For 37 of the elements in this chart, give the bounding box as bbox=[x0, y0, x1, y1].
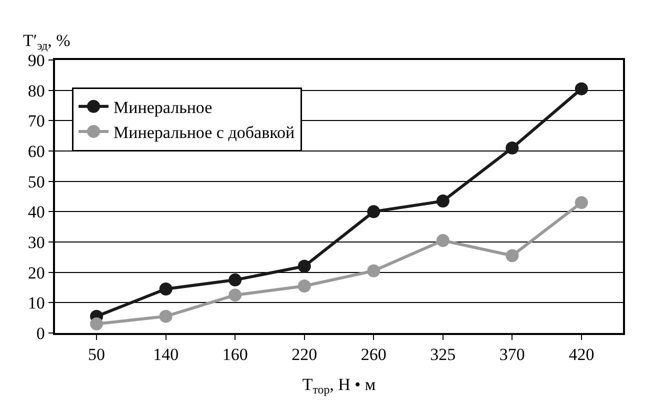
x-tick-label: 220 bbox=[292, 345, 318, 364]
x-tick-label: 260 bbox=[360, 345, 386, 364]
x-tick-label: 325 bbox=[430, 345, 456, 364]
y-tick-label: 80 bbox=[28, 81, 45, 100]
y-tick-label: 90 bbox=[28, 50, 45, 70]
point bbox=[506, 141, 519, 154]
x-tick-label: 420 bbox=[568, 345, 594, 364]
y-tick-label: 60 bbox=[28, 142, 45, 161]
x-tick-label: 370 bbox=[499, 345, 525, 364]
y-tick-label: 0 bbox=[36, 324, 45, 343]
x-axis-title: T$_{тор}$, Н • м bbox=[302, 375, 376, 397]
y-tick-label: 40 bbox=[28, 202, 45, 222]
y-tick-label: 10 bbox=[28, 294, 45, 313]
y-axis-title: T′$_{эд}$, % bbox=[23, 31, 70, 53]
x-tick-label: 160 bbox=[222, 345, 248, 364]
y-tick-label: 20 bbox=[28, 263, 45, 282]
x-tick-label: 140 bbox=[153, 345, 179, 364]
y-tick-label: 70 bbox=[28, 112, 45, 131]
point bbox=[367, 205, 380, 218]
point bbox=[506, 249, 519, 262]
legend-label: Минеральное с добавкой bbox=[114, 123, 295, 142]
point bbox=[574, 82, 588, 96]
x-tick-label: 50 bbox=[88, 345, 106, 364]
point bbox=[90, 317, 104, 330]
y-tick-label: 50 bbox=[28, 172, 45, 192]
point bbox=[159, 310, 172, 323]
point bbox=[298, 279, 311, 292]
point bbox=[436, 234, 450, 247]
point bbox=[367, 264, 380, 278]
point bbox=[228, 288, 242, 302]
point bbox=[159, 282, 172, 296]
point bbox=[436, 194, 450, 208]
point bbox=[298, 260, 311, 273]
point bbox=[228, 273, 242, 286]
legend-label: Минеральное bbox=[114, 98, 212, 117]
point bbox=[574, 196, 588, 210]
y-tick-label: 30 bbox=[28, 232, 45, 252]
